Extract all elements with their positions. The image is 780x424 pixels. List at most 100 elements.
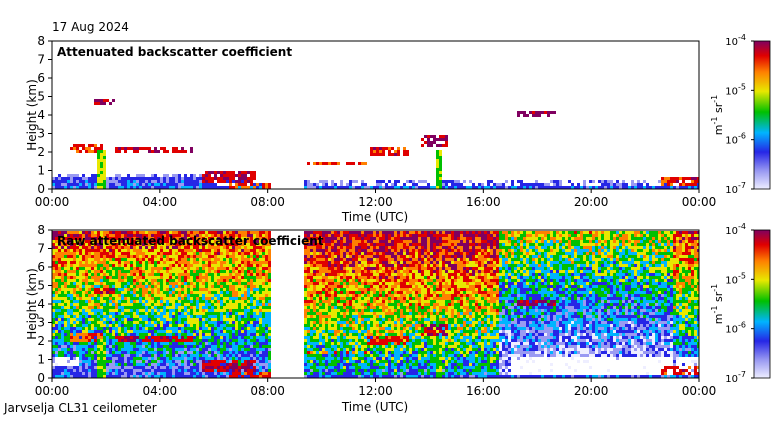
heatmap-cell xyxy=(415,234,418,243)
heatmap-cell xyxy=(451,246,454,249)
heatmap-cell xyxy=(424,180,427,183)
heatmap-cell xyxy=(208,327,211,330)
heatmap-cell xyxy=(439,330,442,333)
heatmap-cell xyxy=(358,360,361,363)
heatmap-cell xyxy=(319,255,322,258)
heatmap-cell xyxy=(391,369,394,372)
heatmap-cell xyxy=(103,312,106,315)
heatmap-cell xyxy=(100,369,103,378)
heatmap-cell xyxy=(91,279,94,282)
heatmap-cell xyxy=(220,339,223,342)
heatmap-cell xyxy=(67,360,70,363)
heatmap-cell xyxy=(202,369,205,372)
heatmap-cell xyxy=(106,354,109,357)
heatmap-cell xyxy=(334,357,337,366)
heatmap-cell xyxy=(88,252,91,258)
heatmap-cell xyxy=(454,180,457,183)
heatmap-cell xyxy=(409,294,412,297)
heatmap-cell xyxy=(367,261,370,264)
heatmap-cell xyxy=(331,306,334,309)
heatmap-cell xyxy=(355,234,358,240)
heatmap-cell xyxy=(379,282,382,285)
heatmap-cell xyxy=(100,342,103,345)
heatmap-cell xyxy=(214,333,217,336)
heatmap-cell xyxy=(430,297,433,300)
heatmap-cell xyxy=(211,327,214,336)
heatmap-cell xyxy=(121,321,124,324)
heatmap-cell xyxy=(178,303,181,306)
heatmap-cell xyxy=(190,327,193,333)
heatmap-cell xyxy=(352,366,355,369)
heatmap-cell xyxy=(397,363,400,372)
heatmap-cell xyxy=(154,285,157,288)
heatmap-cell xyxy=(364,321,367,330)
heatmap-cell xyxy=(451,333,454,336)
heatmap-cell xyxy=(265,264,268,267)
heatmap-cell xyxy=(94,306,97,309)
heatmap-cell xyxy=(148,252,151,258)
heatmap-cell xyxy=(217,171,220,174)
heatmap-cell xyxy=(436,246,439,249)
heatmap-cell xyxy=(88,279,91,282)
heatmap-cell xyxy=(202,303,205,306)
heatmap-cell xyxy=(367,336,370,339)
heatmap-cell xyxy=(91,324,94,330)
heatmap-cell xyxy=(352,258,355,261)
heatmap-cell xyxy=(361,282,364,285)
heatmap-cell xyxy=(313,285,316,294)
heatmap-cell xyxy=(322,312,325,315)
heatmap-cell xyxy=(187,252,190,255)
heatmap-cell xyxy=(412,243,415,246)
heatmap-cell xyxy=(256,324,259,327)
heatmap-cell xyxy=(331,249,334,252)
heatmap-cell xyxy=(337,351,340,357)
heatmap-cell xyxy=(148,372,151,375)
heatmap-cell xyxy=(166,183,169,189)
heatmap-cell xyxy=(436,234,439,240)
heatmap-cell xyxy=(400,351,403,354)
heatmap-cell xyxy=(79,150,82,153)
heatmap-cell xyxy=(100,330,103,333)
heatmap-cell xyxy=(439,321,442,324)
heatmap-cell xyxy=(106,330,109,333)
heatmap-cell xyxy=(211,282,214,285)
heatmap-cell xyxy=(397,303,400,306)
heatmap-cell xyxy=(337,294,340,297)
heatmap-cell xyxy=(208,333,211,336)
heatmap-cell xyxy=(433,231,436,234)
heatmap-cell xyxy=(127,330,130,333)
heatmap-cell xyxy=(265,285,268,294)
heatmap-cell xyxy=(97,357,100,360)
heatmap-cell xyxy=(250,354,253,357)
heatmap-cell xyxy=(187,309,190,312)
heatmap-cell xyxy=(394,270,397,273)
heatmap-cell xyxy=(172,249,175,258)
heatmap-cell xyxy=(73,342,76,345)
heatmap-cell xyxy=(142,285,145,297)
heatmap-cell xyxy=(379,351,382,354)
heatmap-cell xyxy=(190,270,193,276)
heatmap-cell xyxy=(334,351,337,354)
heatmap-cell xyxy=(202,300,205,303)
heatmap-cell xyxy=(394,180,397,186)
heatmap-cell xyxy=(343,237,346,243)
heatmap-cell xyxy=(379,315,382,318)
heatmap-cell xyxy=(370,234,373,237)
heatmap-cell xyxy=(250,369,253,378)
heatmap-cell xyxy=(226,321,229,324)
heatmap-cell xyxy=(163,306,166,315)
heatmap-cell xyxy=(160,330,163,333)
heatmap-cell xyxy=(367,315,370,318)
heatmap-cell xyxy=(313,273,316,276)
heatmap-cell xyxy=(97,276,100,282)
heatmap-cell xyxy=(325,303,328,312)
heatmap-cell xyxy=(337,300,340,303)
heatmap-cell xyxy=(229,348,232,351)
heatmap-cell xyxy=(358,279,361,282)
heatmap-cell xyxy=(190,285,193,291)
heatmap-cell xyxy=(166,363,169,366)
heatmap-cell xyxy=(244,357,247,360)
heatmap-cell xyxy=(319,333,322,342)
heatmap-cell xyxy=(58,276,61,279)
heatmap-cell xyxy=(184,282,187,285)
